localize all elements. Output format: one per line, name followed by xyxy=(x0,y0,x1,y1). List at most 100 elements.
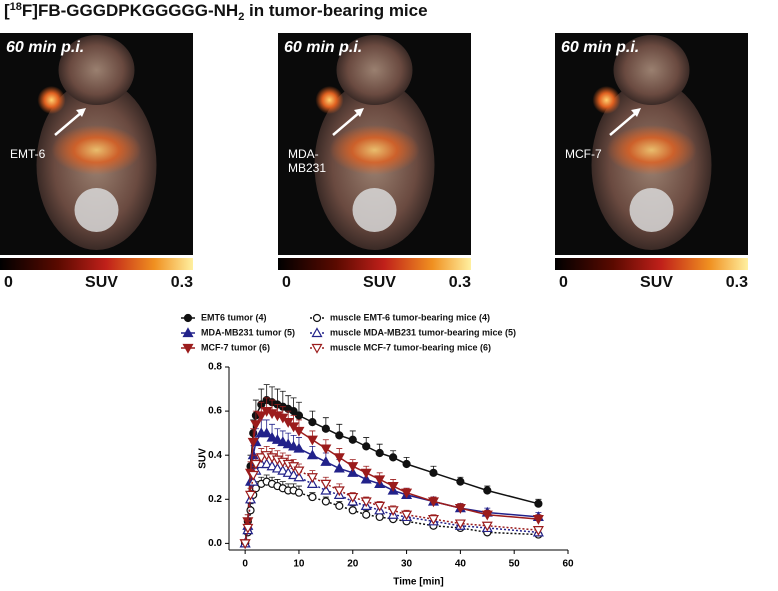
scale-min: 0 xyxy=(559,274,568,291)
tumor-label: EMT-6 xyxy=(10,147,46,161)
tumor-uptake xyxy=(37,86,66,114)
marker xyxy=(362,510,371,519)
y-tick-label: 0.0 xyxy=(208,538,222,549)
x-tick-label: 60 xyxy=(562,559,574,570)
marker xyxy=(335,431,344,440)
marker xyxy=(293,442,305,453)
tumor-label: MCF-7 xyxy=(565,147,602,161)
marker xyxy=(306,435,318,446)
marker xyxy=(308,418,317,427)
marker xyxy=(182,343,194,354)
marker xyxy=(427,497,440,508)
colorbar xyxy=(278,258,471,270)
x-tick-label: 0 xyxy=(242,559,248,570)
marker xyxy=(182,327,194,338)
marker xyxy=(250,420,262,431)
marker xyxy=(360,497,372,508)
marker xyxy=(261,458,273,469)
x-tick-label: 20 xyxy=(347,559,359,570)
x-tick-label: 30 xyxy=(401,559,413,570)
marker xyxy=(320,444,332,455)
marker xyxy=(375,448,384,458)
legend-label: MDA-MB231 tumor (5) xyxy=(201,327,295,337)
marker xyxy=(306,449,318,460)
chart: 0.0 0.2 0.4 0.6 0.8 0 10 20 30 40 50 60 Time [min] SU… xyxy=(181,312,574,588)
marker xyxy=(320,456,332,466)
mouse-head xyxy=(336,35,413,105)
arrow-head xyxy=(354,108,364,117)
marker xyxy=(321,424,330,433)
tumor-label: MB231 xyxy=(288,161,326,175)
marker xyxy=(348,435,357,444)
marker xyxy=(320,484,332,495)
marker xyxy=(427,515,440,525)
marker xyxy=(255,453,267,464)
marker xyxy=(333,462,345,473)
x-tick-label: 40 xyxy=(455,559,467,570)
marker xyxy=(347,492,359,503)
marker xyxy=(387,506,399,517)
legend-label: MCF-7 tumor (6) xyxy=(201,342,270,352)
image-panels: 60 min p.i. EMT-6 0 SUV 0.3 60 min p.i. MDA-MB… xyxy=(0,33,748,291)
marker xyxy=(534,499,543,508)
marker xyxy=(247,437,259,448)
marker xyxy=(454,519,466,530)
marker xyxy=(402,459,411,469)
marker xyxy=(360,468,372,479)
bladder xyxy=(74,188,119,232)
marker xyxy=(306,478,318,488)
marker xyxy=(183,313,193,323)
arrow-head xyxy=(76,108,86,117)
tumor-label: MDA- xyxy=(288,147,319,161)
marker xyxy=(282,438,294,449)
marker xyxy=(348,506,357,515)
scale-max: 0.3 xyxy=(726,274,748,291)
marker xyxy=(293,466,305,477)
scale-min: 0 xyxy=(282,274,291,291)
marker xyxy=(293,471,305,482)
marker xyxy=(288,440,300,451)
marker xyxy=(308,492,317,502)
y-tick-label: 0.8 xyxy=(208,362,222,373)
marker xyxy=(321,497,330,506)
y-tick-label: 0.4 xyxy=(208,450,222,461)
marker xyxy=(261,427,273,438)
time-label: 60 min p.i. xyxy=(561,39,639,56)
arrow xyxy=(332,111,361,136)
marker xyxy=(293,426,305,437)
marker xyxy=(266,431,278,442)
marker xyxy=(481,521,493,532)
marker xyxy=(247,449,259,460)
marker xyxy=(306,473,318,483)
marker xyxy=(288,469,300,480)
marker xyxy=(277,436,289,447)
marker xyxy=(247,475,259,486)
tumor-uptake xyxy=(315,86,344,114)
tumor-uptake xyxy=(592,86,621,114)
mouse-head xyxy=(613,35,690,105)
legend-label: muscle MDA-MB231 tumor-bearing mice (5) xyxy=(330,327,516,337)
marker xyxy=(375,512,384,522)
marker xyxy=(266,460,278,471)
legend-label: EMT6 tumor (4) xyxy=(201,312,267,322)
marker xyxy=(456,477,465,486)
marker xyxy=(532,526,544,536)
uptake xyxy=(606,125,697,175)
marker xyxy=(429,468,438,477)
marker xyxy=(282,467,294,477)
marker xyxy=(401,488,413,499)
marker xyxy=(312,313,322,323)
marker xyxy=(347,462,359,472)
marker xyxy=(333,453,345,464)
marker xyxy=(320,479,332,490)
title: [18F]FB-GGGDPKGGGGG-NH2 in tumor-bearing… xyxy=(4,1,428,23)
y-axis-label: SUV xyxy=(198,448,209,469)
marker xyxy=(311,343,323,354)
marker xyxy=(387,481,399,492)
scale-max: 0.3 xyxy=(171,274,193,291)
marker xyxy=(250,459,262,470)
uptake xyxy=(329,125,420,175)
colorbar xyxy=(555,258,748,270)
marker xyxy=(271,462,283,473)
scale-min: 0 xyxy=(4,274,13,291)
